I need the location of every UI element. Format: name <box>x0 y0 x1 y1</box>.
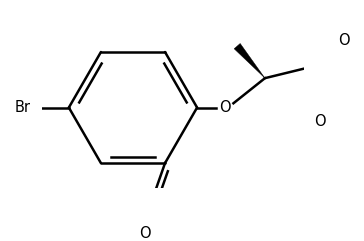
Text: O: O <box>314 114 325 129</box>
Polygon shape <box>234 43 265 78</box>
Text: Br: Br <box>15 100 30 115</box>
Text: O: O <box>219 100 231 115</box>
Text: O: O <box>139 226 151 241</box>
Text: O: O <box>338 33 350 48</box>
